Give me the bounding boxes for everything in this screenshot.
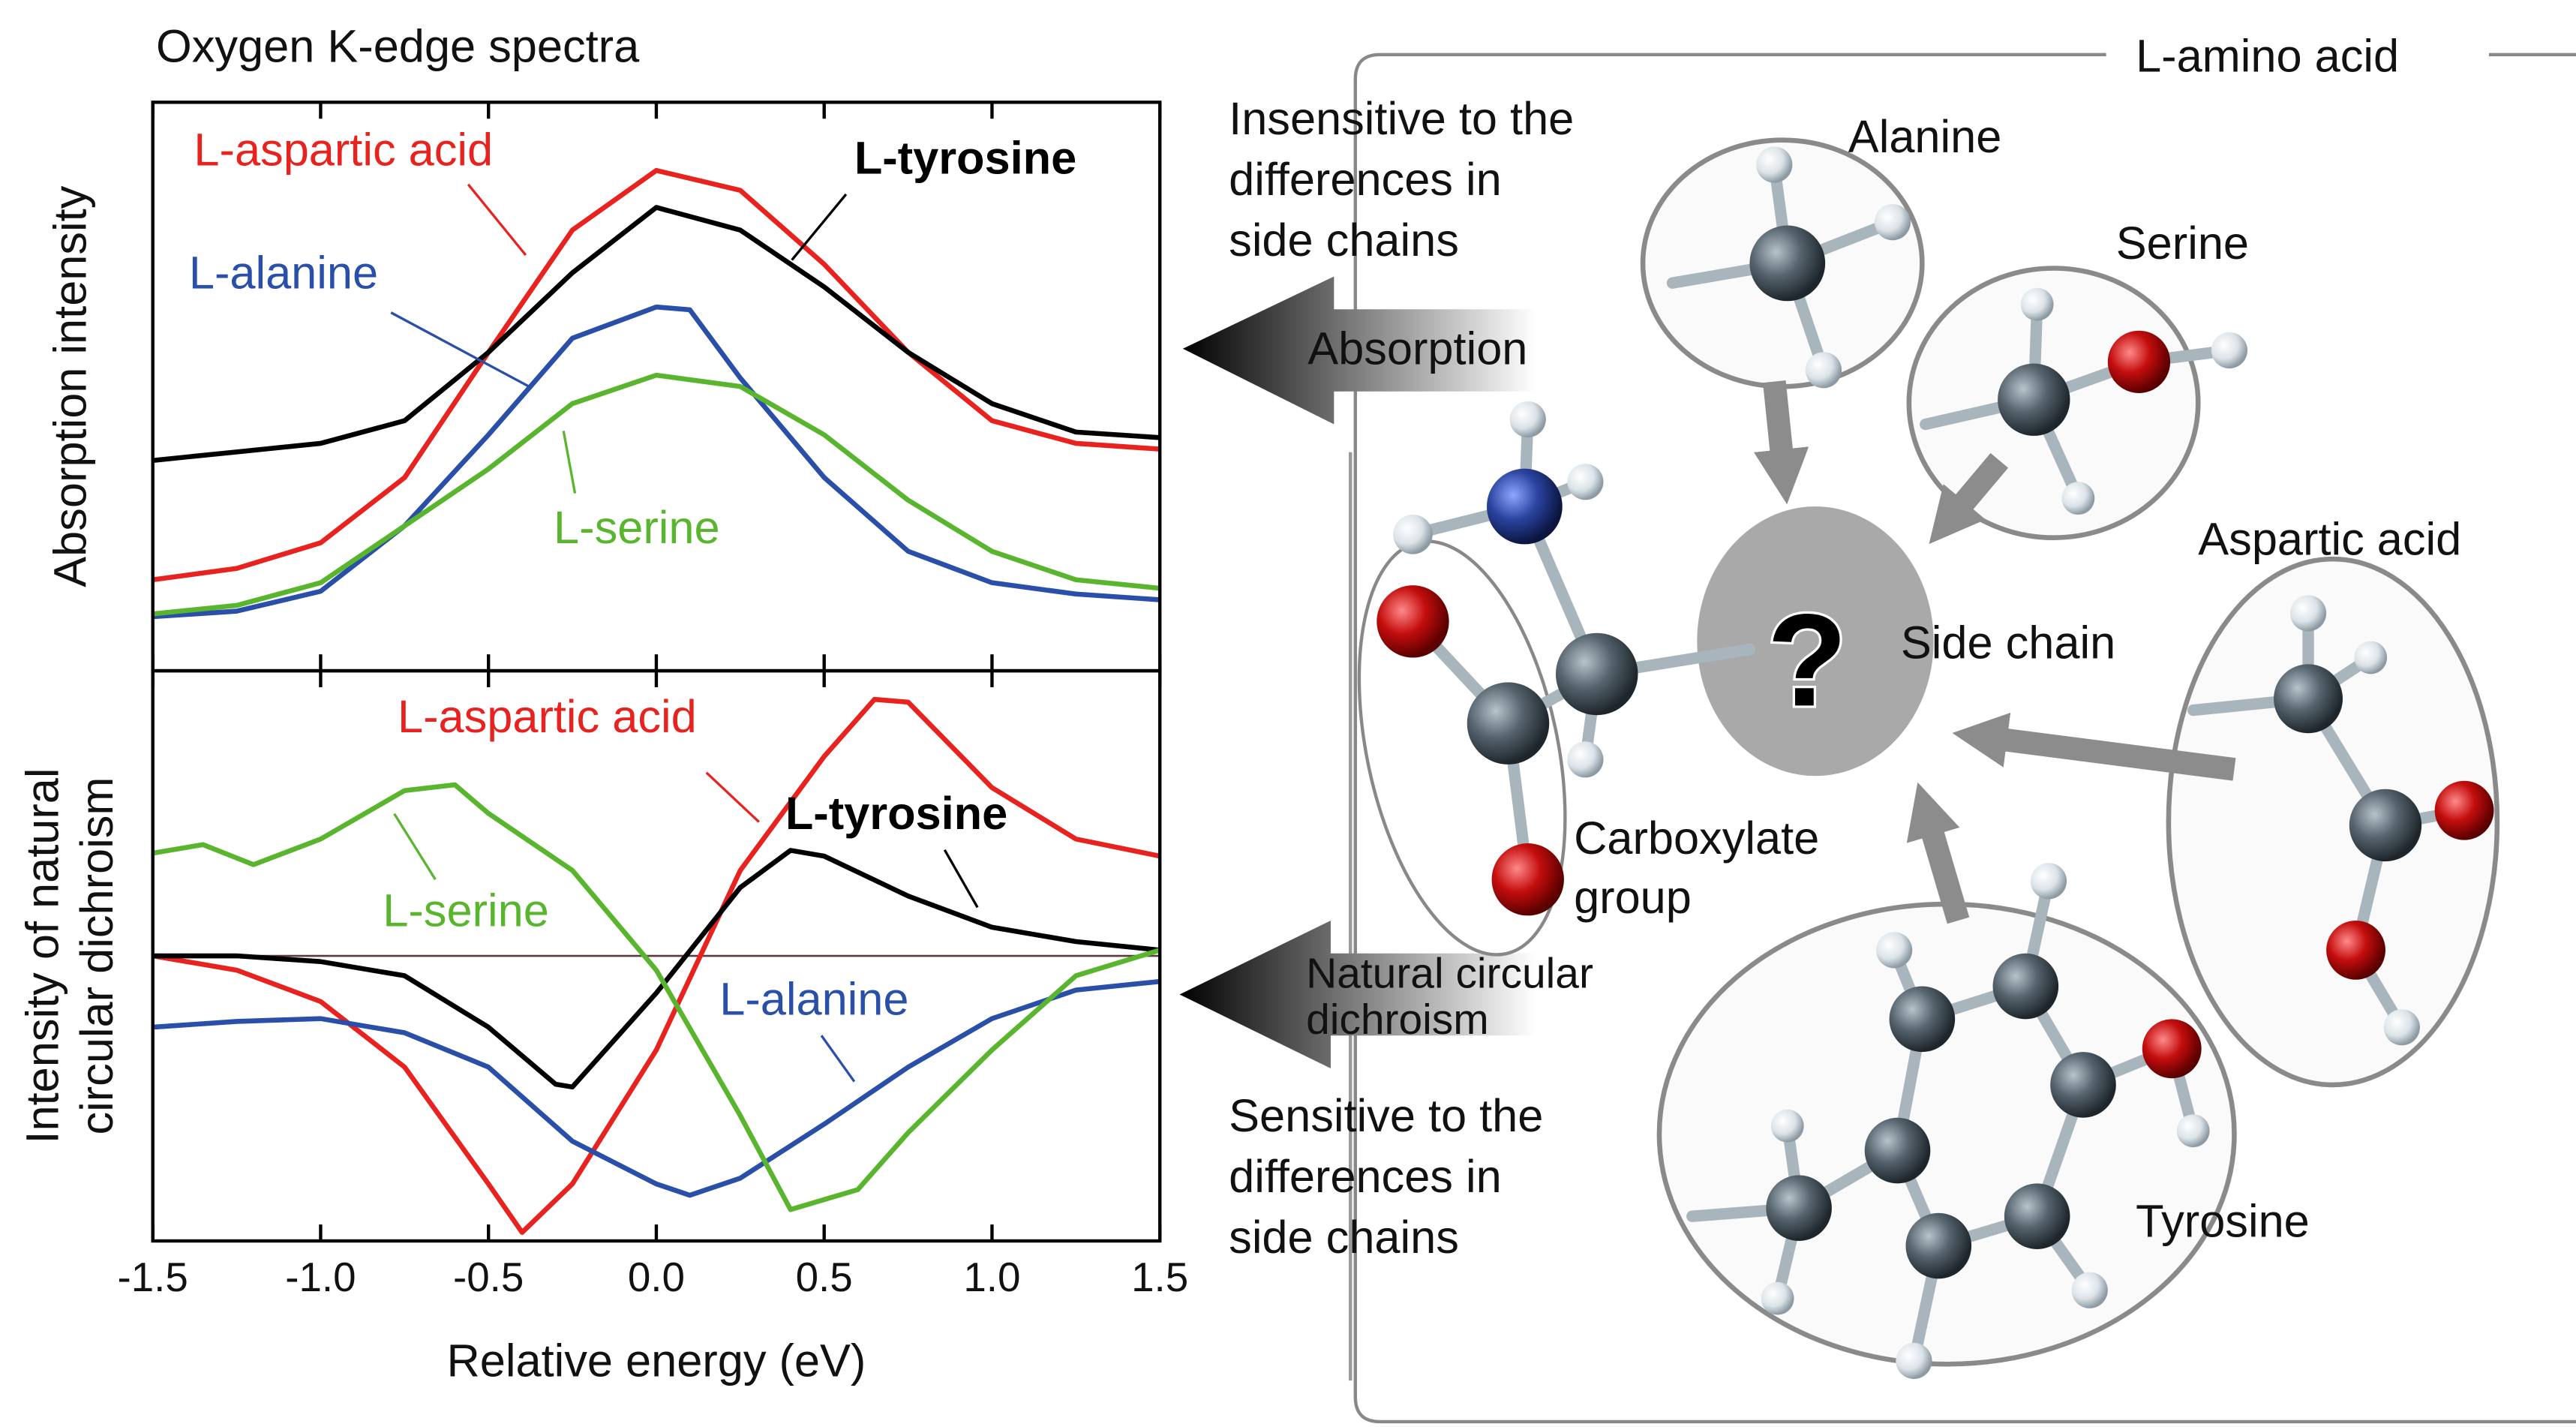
series-label: L-aspartic acid [194, 123, 493, 175]
molecule-label: Alanine [1848, 110, 2002, 162]
x-tick-label: 1.5 [1131, 1254, 1188, 1300]
series-label: L-tyrosine [785, 787, 1007, 839]
x-tick-label: -0.5 [453, 1254, 524, 1300]
series-line [152, 167, 1160, 582]
series-line [152, 978, 1160, 1198]
label-pointer [390, 311, 530, 388]
series-line [152, 848, 1160, 1090]
label-pointer [791, 193, 848, 261]
label-pointer [562, 431, 577, 494]
label-pointer [943, 849, 979, 909]
chart-title: Oxygen K-edge spectra [156, 20, 640, 71]
y-axis-label: Intensity of natural [17, 768, 68, 1144]
molecule-label: Aspartic acid [2198, 512, 2461, 564]
ncd-label: dichroism [1306, 996, 1489, 1044]
series-label: L-serine [554, 501, 720, 553]
note: differences in [1229, 1150, 1502, 1202]
ncd-arrow [1179, 920, 1536, 1069]
x-tick-label: 1.0 [963, 1254, 1020, 1300]
cloud [2166, 556, 2500, 1088]
unknown-mark: ? [1767, 587, 1848, 734]
side-chain-blob [1697, 506, 1934, 777]
atoms [1377, 146, 2494, 1379]
arrows [1754, 380, 2236, 924]
series-line [152, 304, 1160, 620]
series-label: L-aspartic acid [398, 690, 697, 742]
series-label: L-alanine [719, 973, 908, 1025]
note: side chains [1229, 1211, 1459, 1263]
x-tick-label: 0.5 [796, 1254, 853, 1300]
absorption-label: Absorption [1308, 322, 1527, 374]
series-line [152, 696, 1160, 1235]
label-pointer [393, 813, 437, 881]
x-axis-label: Relative energy (eV) [446, 1334, 866, 1386]
series-label: L-tyrosine [854, 131, 1076, 183]
series-line [152, 372, 1160, 617]
cloud [1656, 901, 2237, 1367]
series-line [152, 205, 1160, 464]
diagram-title: L-amino acid [2136, 30, 2399, 82]
note: Sensitive to the [1229, 1089, 1543, 1141]
label-pointer [467, 183, 527, 257]
carboxylate-label: Carboxylate [1574, 812, 1819, 864]
molecule-label: Tyrosine [2136, 1194, 2310, 1246]
molecule-label: Serine [2116, 217, 2249, 269]
side-chain-label: Side chain [1901, 616, 2115, 668]
ncd-label: Natural circular [1306, 949, 1593, 997]
x-tick-label: -1.5 [118, 1254, 188, 1300]
note: Insensitive to the [1229, 92, 1574, 144]
absorption-arrow [1182, 276, 1536, 425]
series-label: L-serine [383, 884, 549, 936]
frame [1353, 53, 2576, 1424]
y-axis-label: circular dichroism [71, 777, 122, 1135]
label-pointer [705, 771, 760, 823]
carboxylate-label: group [1574, 871, 1692, 923]
note: side chains [1229, 214, 1459, 266]
y-axis-label: Absorption intensity [44, 185, 96, 587]
x-tick-label: -1.0 [285, 1254, 356, 1300]
series-label: L-alanine [189, 247, 378, 299]
note: differences in [1229, 153, 1502, 205]
x-tick-label: 0.0 [628, 1254, 685, 1300]
series-line [152, 782, 1161, 1212]
label-pointer [820, 1035, 856, 1083]
